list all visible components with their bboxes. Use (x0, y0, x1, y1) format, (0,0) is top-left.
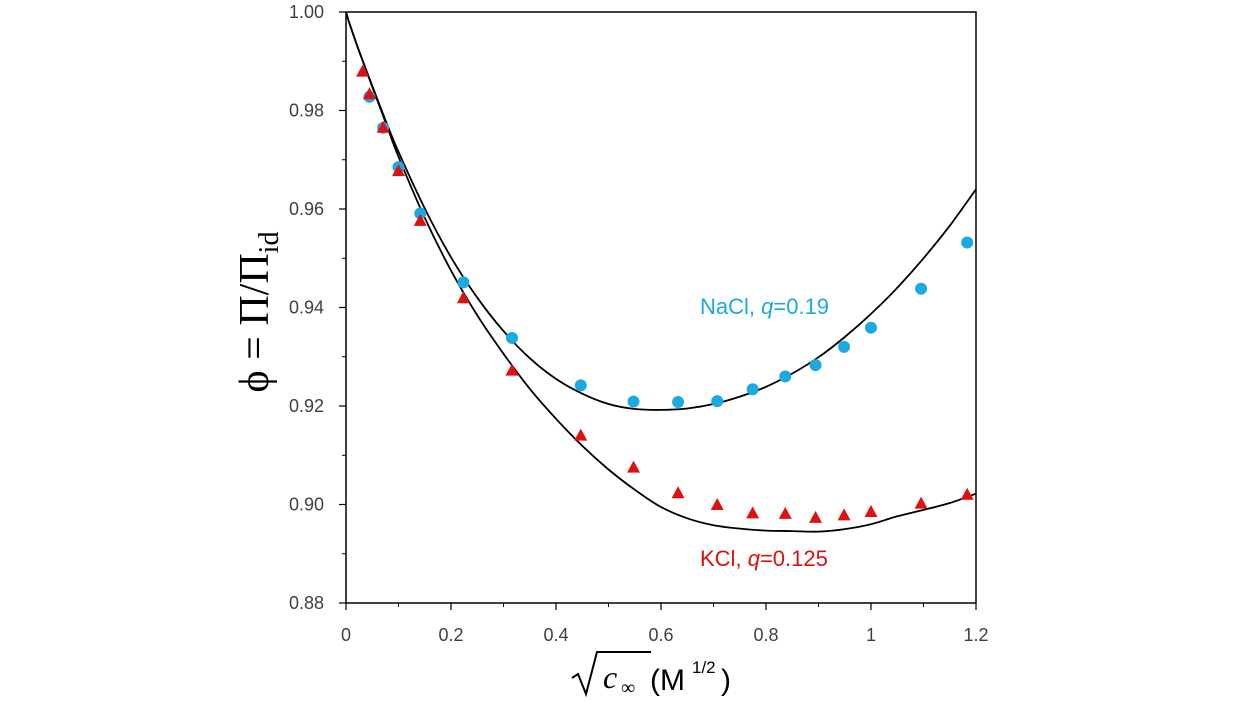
nacl-point (506, 332, 519, 345)
x-tick-label: 0.8 (753, 625, 778, 645)
y-tick-label: 1.00 (289, 2, 324, 22)
nacl-label: NaCl, q=0.19 (700, 294, 829, 319)
svg-text:∞: ∞ (621, 677, 635, 699)
x-tick-label: 0.4 (543, 625, 568, 645)
kcl-point (627, 460, 641, 473)
y-tick-label: 0.92 (289, 396, 324, 416)
x-axis-title: c ∞ (M 1/2 ) (571, 651, 731, 699)
kcl-point (746, 506, 760, 519)
nacl-point (711, 395, 724, 408)
y-tick-label: 0.98 (289, 101, 324, 121)
kcl-point (392, 164, 405, 177)
kcl-point (809, 510, 823, 523)
x-tick-label: 0 (341, 625, 351, 645)
kcl-point (362, 87, 376, 100)
kcl-point (671, 486, 685, 499)
svg-text:1/2: 1/2 (692, 658, 716, 677)
y-tick-label: 0.96 (289, 199, 324, 219)
kcl-point (356, 64, 370, 77)
svg-text:): ) (721, 664, 731, 697)
nacl-point (809, 359, 822, 372)
x-tick-label: 0.6 (648, 625, 673, 645)
kcl-point (456, 291, 470, 304)
axis-ticks: 0.88 0.90 0.92 0.94 0.96 0.98 1.00 0 0.2 0.4 0.6 0.… (289, 2, 989, 645)
plot-frame (345, 11, 977, 604)
fit-curve-nacl (345, 11, 977, 411)
kcl-point (505, 363, 519, 376)
x-tick-label: 1 (866, 625, 876, 645)
kcl-point (574, 428, 588, 441)
fit-curves (345, 11, 977, 533)
fit-curve-kcl (345, 11, 977, 533)
kcl-point (914, 496, 928, 509)
x-tick-label: 0.2 (438, 625, 463, 645)
nacl-point (865, 321, 877, 334)
kcl-point (710, 498, 724, 511)
y-tick-label: 0.90 (289, 495, 324, 515)
x-tick-label: 1.2 (963, 625, 988, 645)
nacl-point (746, 383, 759, 396)
nacl-point (915, 282, 928, 295)
kcl-point (413, 213, 427, 226)
series-labels: NaCl, q=0.19 KCl, q=0.125 (700, 294, 829, 571)
nacl-point (838, 340, 851, 353)
data-points (356, 64, 974, 523)
y-tick-label: 0.94 (289, 298, 324, 318)
kcl-point (837, 508, 851, 521)
kcl-point (376, 120, 390, 133)
kcl-label: KCl, q=0.125 (700, 546, 828, 571)
kcl-point (960, 487, 974, 500)
nacl-point (627, 395, 640, 408)
kcl-point (778, 506, 792, 519)
svg-text:c: c (603, 659, 617, 695)
sqrt-radical-icon (571, 651, 651, 698)
nacl-point (574, 379, 587, 392)
y-axis-title: ϕ = Π/Πid (232, 232, 285, 393)
nacl-point (779, 370, 792, 383)
nacl-point (414, 207, 427, 220)
nacl-point (457, 276, 470, 289)
kcl-point (864, 504, 878, 517)
nacl-point (672, 396, 685, 409)
plot-area (345, 11, 977, 604)
svg-text:(M: (M (650, 664, 685, 697)
nacl-point (961, 236, 974, 249)
y-tick-label: 0.88 (289, 593, 324, 613)
